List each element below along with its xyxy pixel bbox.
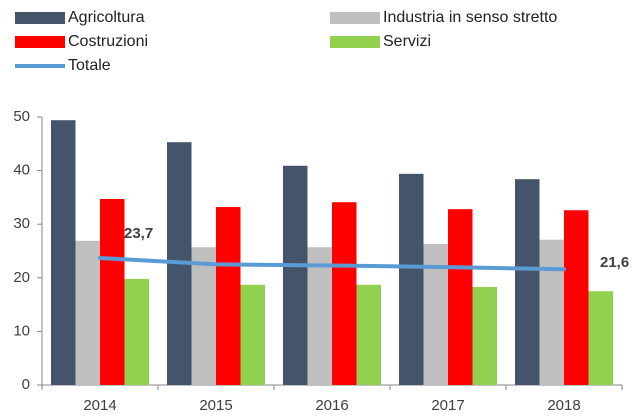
legend-swatch xyxy=(15,12,65,24)
legend-swatch xyxy=(330,36,380,48)
bar xyxy=(51,120,76,385)
bar xyxy=(216,207,241,385)
legend-label: Industria in senso stretto xyxy=(383,9,557,26)
y-tick-label: 40 xyxy=(13,162,30,179)
bar xyxy=(332,202,357,385)
x-tick-label: 2014 xyxy=(83,397,116,414)
bar xyxy=(515,179,540,385)
bar xyxy=(448,209,473,385)
data-label: 23,7 xyxy=(124,225,153,242)
bar xyxy=(283,165,308,385)
y-tick-label: 0 xyxy=(22,376,30,393)
legend-label: Servizi xyxy=(383,33,431,50)
bar xyxy=(307,247,332,385)
y-tick-label: 50 xyxy=(13,108,30,125)
line xyxy=(98,255,566,272)
bar xyxy=(588,291,613,385)
bar xyxy=(539,239,564,385)
bar xyxy=(75,240,100,385)
legend-label: Totale xyxy=(68,57,111,74)
x-tick-label: 2016 xyxy=(315,397,348,414)
bar xyxy=(240,284,265,385)
y-tick-label: 10 xyxy=(13,322,30,339)
bar xyxy=(564,210,589,385)
bar xyxy=(472,286,497,385)
bar xyxy=(399,173,424,385)
legend-label: Costruzioni xyxy=(68,33,148,50)
y-tick-label: 30 xyxy=(13,215,30,232)
x-tick-label: 2015 xyxy=(199,397,232,414)
y-tick-label: 20 xyxy=(13,269,30,286)
bar xyxy=(100,199,125,385)
legend-label: Agricoltura xyxy=(68,9,145,26)
bar xyxy=(124,278,149,385)
x-tick-label: 2018 xyxy=(547,397,580,414)
data-label: 21,6 xyxy=(600,254,629,271)
legend-swatch xyxy=(15,36,65,48)
bar xyxy=(356,284,381,385)
legend-swatch xyxy=(330,12,380,24)
x-tick-label: 2017 xyxy=(431,397,464,414)
bar xyxy=(191,247,216,385)
